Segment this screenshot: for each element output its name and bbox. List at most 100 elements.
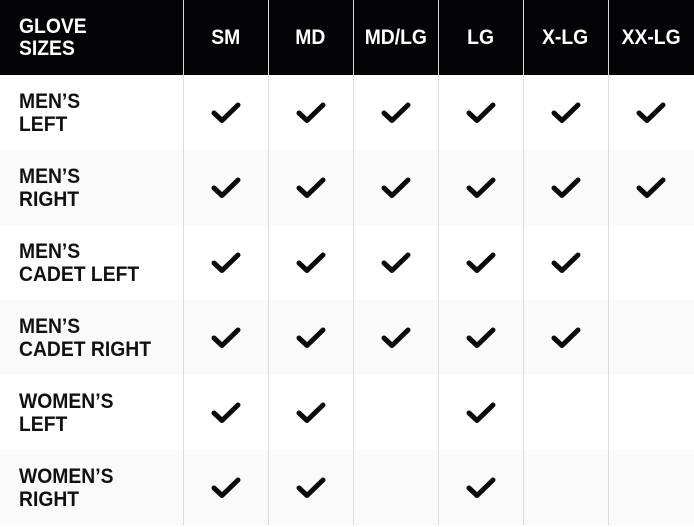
header-row: GLOVE SIZES SM MD MD/LG LG X-LG XX-LG bbox=[0, 0, 694, 75]
row-label-text: LEFT bbox=[19, 412, 68, 436]
size-label: X-LG bbox=[542, 25, 589, 49]
size-cell bbox=[182, 375, 268, 450]
check-icon bbox=[466, 327, 496, 348]
table-row: WOMEN’S LEFT bbox=[0, 375, 694, 450]
size-cell bbox=[437, 300, 523, 375]
size-cell bbox=[352, 75, 438, 150]
size-cell bbox=[522, 75, 608, 150]
size-cell bbox=[267, 150, 353, 225]
check-icon bbox=[211, 327, 241, 348]
check-icon bbox=[381, 252, 411, 273]
check-icon bbox=[211, 252, 241, 273]
size-cell bbox=[182, 450, 268, 525]
check-icon bbox=[296, 252, 326, 273]
check-icon bbox=[551, 177, 581, 198]
row-label-text: MEN’S bbox=[19, 239, 81, 263]
size-cell bbox=[352, 375, 438, 450]
check-icon bbox=[211, 102, 241, 123]
check-icon bbox=[296, 477, 326, 498]
size-cell bbox=[437, 375, 523, 450]
check-icon bbox=[636, 102, 666, 123]
size-label: SM bbox=[211, 25, 240, 49]
check-icon bbox=[296, 327, 326, 348]
check-icon bbox=[211, 477, 241, 498]
size-cell bbox=[352, 300, 438, 375]
check-icon bbox=[211, 402, 241, 423]
row-label-text: CADET RIGHT bbox=[19, 337, 152, 361]
row-label: MEN’S RIGHT bbox=[0, 150, 183, 225]
check-icon bbox=[466, 252, 496, 273]
size-cell bbox=[437, 75, 523, 150]
row-label-text: LEFT bbox=[19, 112, 68, 136]
column-header-size: MD/LG bbox=[352, 0, 438, 75]
size-label: MD bbox=[295, 25, 326, 49]
size-cell bbox=[182, 225, 268, 300]
size-cell bbox=[267, 300, 353, 375]
table-body: MEN’S LEFT MEN’S RIGHT MEN’S CADET LEFT MEN’S C… bbox=[0, 75, 694, 525]
check-icon bbox=[551, 102, 581, 123]
check-icon bbox=[466, 177, 496, 198]
check-icon bbox=[381, 327, 411, 348]
size-cell bbox=[267, 225, 353, 300]
size-cell bbox=[182, 75, 268, 150]
check-icon bbox=[211, 177, 241, 198]
size-cell bbox=[607, 150, 694, 225]
size-label: XX-LG bbox=[621, 25, 681, 49]
table-row: MEN’S LEFT bbox=[0, 75, 694, 150]
size-label: MD/LG bbox=[364, 25, 427, 49]
size-cell bbox=[352, 450, 438, 525]
row-label-text: WOMEN’S bbox=[19, 464, 114, 488]
row-label-text: CADET LEFT bbox=[19, 262, 140, 286]
size-cell bbox=[607, 75, 694, 150]
row-label-text: RIGHT bbox=[19, 187, 80, 211]
check-icon bbox=[296, 102, 326, 123]
row-label-text: MEN’S bbox=[19, 314, 81, 338]
check-icon bbox=[381, 102, 411, 123]
column-header-size: LG bbox=[437, 0, 523, 75]
size-cell bbox=[437, 450, 523, 525]
row-label-text: MEN’S bbox=[19, 164, 81, 188]
table-title: GLOVE SIZES bbox=[0, 0, 183, 75]
size-cell bbox=[607, 450, 694, 525]
check-icon bbox=[381, 177, 411, 198]
table-row: MEN’S CADET LEFT bbox=[0, 225, 694, 300]
row-label-text: RIGHT bbox=[19, 487, 80, 511]
row-label-text: WOMEN’S bbox=[19, 389, 114, 413]
size-cell bbox=[607, 300, 694, 375]
check-icon bbox=[296, 177, 326, 198]
size-cell bbox=[607, 375, 694, 450]
row-label: WOMEN’S RIGHT bbox=[0, 450, 183, 525]
size-cell bbox=[182, 150, 268, 225]
size-cell bbox=[352, 150, 438, 225]
row-label: MEN’S CADET RIGHT bbox=[0, 300, 183, 375]
row-label: MEN’S LEFT bbox=[0, 75, 183, 150]
size-cell bbox=[522, 150, 608, 225]
column-header-size: MD bbox=[267, 0, 353, 75]
size-cell bbox=[522, 450, 608, 525]
size-cell bbox=[182, 300, 268, 375]
column-header-size: XX-LG bbox=[607, 0, 694, 75]
column-header-size: SM bbox=[182, 0, 268, 75]
size-cell bbox=[522, 375, 608, 450]
size-cell bbox=[437, 225, 523, 300]
check-icon bbox=[466, 402, 496, 423]
size-cell bbox=[607, 225, 694, 300]
check-icon bbox=[636, 177, 666, 198]
check-icon bbox=[296, 402, 326, 423]
size-cell bbox=[267, 75, 353, 150]
size-cell bbox=[437, 150, 523, 225]
size-cell bbox=[522, 225, 608, 300]
row-label: MEN’S CADET LEFT bbox=[0, 225, 183, 300]
size-cell bbox=[267, 450, 353, 525]
size-cell bbox=[522, 300, 608, 375]
size-label: LG bbox=[467, 25, 494, 49]
check-icon bbox=[466, 477, 496, 498]
size-cell bbox=[352, 225, 438, 300]
row-label-text: MEN’S bbox=[19, 89, 81, 113]
table-row: MEN’S CADET RIGHT bbox=[0, 300, 694, 375]
column-header-size: X-LG bbox=[522, 0, 608, 75]
row-label: WOMEN’S LEFT bbox=[0, 375, 183, 450]
table-row: WOMEN’S RIGHT bbox=[0, 450, 694, 525]
check-icon bbox=[466, 102, 496, 123]
